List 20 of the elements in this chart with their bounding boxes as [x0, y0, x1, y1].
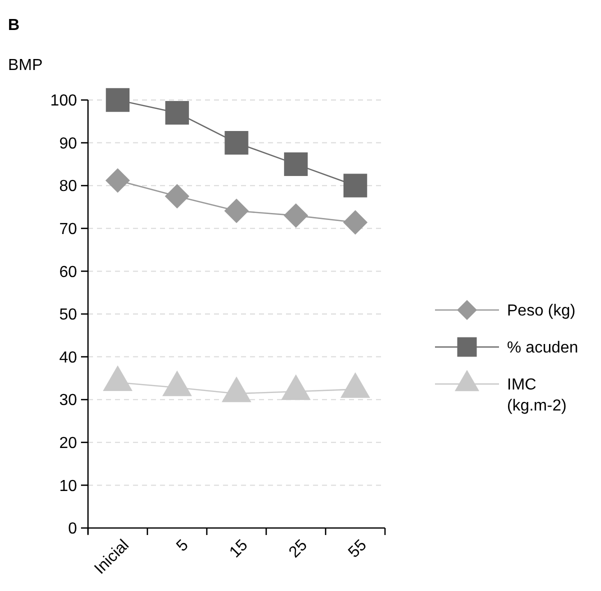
y-tick-label: 20	[59, 435, 78, 452]
legend-label: % acuden	[507, 340, 578, 357]
y-tick-label: 90	[59, 135, 78, 152]
y-axis-title: BMP	[8, 57, 43, 74]
legend-label: Peso (kg)	[507, 302, 576, 320]
y-tick-label: 0	[68, 520, 78, 538]
y-tick-label: 10	[59, 478, 78, 495]
y-tick-label: 70	[59, 221, 78, 238]
legend-label: IMC (kg.m-2)	[507, 376, 567, 414]
y-tick-label: 40	[59, 349, 78, 366]
x-tick-label: 15	[226, 536, 252, 562]
y-tick-label: 80	[59, 178, 78, 196]
y-tick-label: 60	[59, 264, 78, 281]
x-tick-label: 55	[345, 536, 370, 562]
y-tick-label: 30	[59, 392, 78, 410]
x-tick-label: 5	[174, 536, 192, 556]
chart-title: B	[8, 17, 20, 34]
x-tick-label: 25	[286, 536, 311, 562]
y-tick-label: 100	[50, 92, 78, 110]
y-tick-label: 50	[59, 306, 78, 324]
